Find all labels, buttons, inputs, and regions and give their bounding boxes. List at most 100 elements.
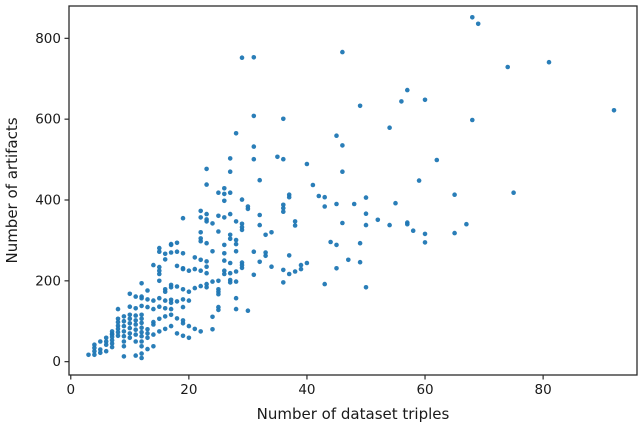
data-point: [139, 281, 144, 286]
data-point: [139, 355, 144, 361]
data-point: [334, 133, 339, 138]
data-point: [127, 331, 133, 336]
data-point: [505, 64, 511, 70]
data-point: [157, 249, 162, 254]
data-point: [434, 157, 440, 163]
data-point: [281, 116, 286, 122]
data-point: [192, 285, 198, 291]
data-point: [204, 211, 209, 217]
data-point: [180, 304, 186, 310]
data-point: [227, 280, 233, 285]
data-point: [151, 344, 156, 349]
data-point: [387, 222, 392, 228]
data-point: [233, 131, 239, 136]
data-point: [227, 232, 233, 238]
data-point: [115, 329, 121, 335]
data-point: [121, 329, 127, 334]
data-point: [168, 312, 174, 318]
data-point: [109, 344, 115, 350]
data-point: [375, 217, 381, 223]
data-point: [145, 327, 150, 332]
data-point: [298, 266, 304, 272]
data-point: [269, 264, 274, 270]
data-point: [174, 299, 180, 304]
data-point: [410, 228, 416, 233]
data-point: [422, 231, 428, 237]
data-point: [139, 351, 144, 356]
data-point: [180, 287, 186, 292]
data-point: [227, 169, 233, 174]
data-point: [115, 306, 121, 312]
data-point: [174, 331, 180, 336]
data-point: [322, 194, 328, 200]
data-point: [103, 339, 109, 344]
data-point: [186, 335, 192, 341]
data-point: [210, 249, 215, 254]
data-point: [168, 285, 174, 290]
data-point: [251, 272, 257, 278]
data-point: [222, 186, 227, 191]
data-point: [180, 297, 186, 302]
data-point: [139, 312, 144, 318]
data-point: [464, 221, 469, 227]
data-point: [316, 193, 322, 199]
data-point: [269, 230, 274, 235]
data-point: [204, 264, 209, 270]
data-point: [233, 219, 239, 224]
data-point: [233, 306, 239, 312]
data-point: [86, 352, 91, 358]
data-point: [334, 242, 339, 248]
data-point: [340, 220, 345, 226]
data-point: [103, 342, 109, 348]
data-point: [281, 209, 286, 214]
data-point: [139, 295, 144, 301]
data-point: [363, 195, 369, 200]
data-point: [168, 306, 174, 312]
data-point: [145, 288, 150, 293]
data-point: [157, 304, 162, 310]
data-point: [452, 192, 457, 197]
data-point: [162, 251, 168, 257]
x-tick-label: 20: [180, 382, 197, 398]
data-point: [216, 291, 221, 297]
data-point: [204, 166, 209, 172]
data-point: [192, 255, 198, 260]
y-tick-label: 0: [52, 354, 61, 370]
data-point: [103, 348, 109, 354]
data-point: [422, 97, 428, 103]
data-point: [151, 332, 156, 337]
data-point: [227, 270, 233, 276]
y-tick-label: 800: [35, 31, 61, 47]
data-point: [298, 262, 304, 268]
plot-frame: [68, 5, 638, 376]
data-point: [139, 325, 144, 331]
data-point: [92, 345, 97, 351]
data-point: [546, 59, 552, 65]
data-point: [139, 333, 144, 339]
data-point: [363, 211, 369, 216]
data-point: [346, 257, 351, 263]
data-point: [115, 326, 121, 332]
data-point: [133, 306, 138, 311]
data-point: [115, 333, 121, 339]
data-point: [133, 318, 138, 323]
data-point: [121, 333, 127, 339]
data-point: [127, 335, 133, 341]
data-points: [86, 14, 617, 361]
data-point: [98, 350, 103, 356]
data-point: [109, 337, 115, 343]
data-point: [133, 313, 138, 318]
data-point: [257, 259, 263, 265]
data-point: [233, 237, 239, 243]
data-point: [292, 219, 298, 224]
data-point: [133, 294, 138, 299]
data-point: [168, 323, 174, 329]
data-point: [470, 14, 475, 20]
data-point: [157, 329, 162, 334]
data-point: [186, 298, 192, 303]
data-point: [286, 271, 292, 277]
data-point: [174, 240, 180, 246]
data-point: [216, 307, 221, 313]
data-point: [286, 253, 292, 258]
